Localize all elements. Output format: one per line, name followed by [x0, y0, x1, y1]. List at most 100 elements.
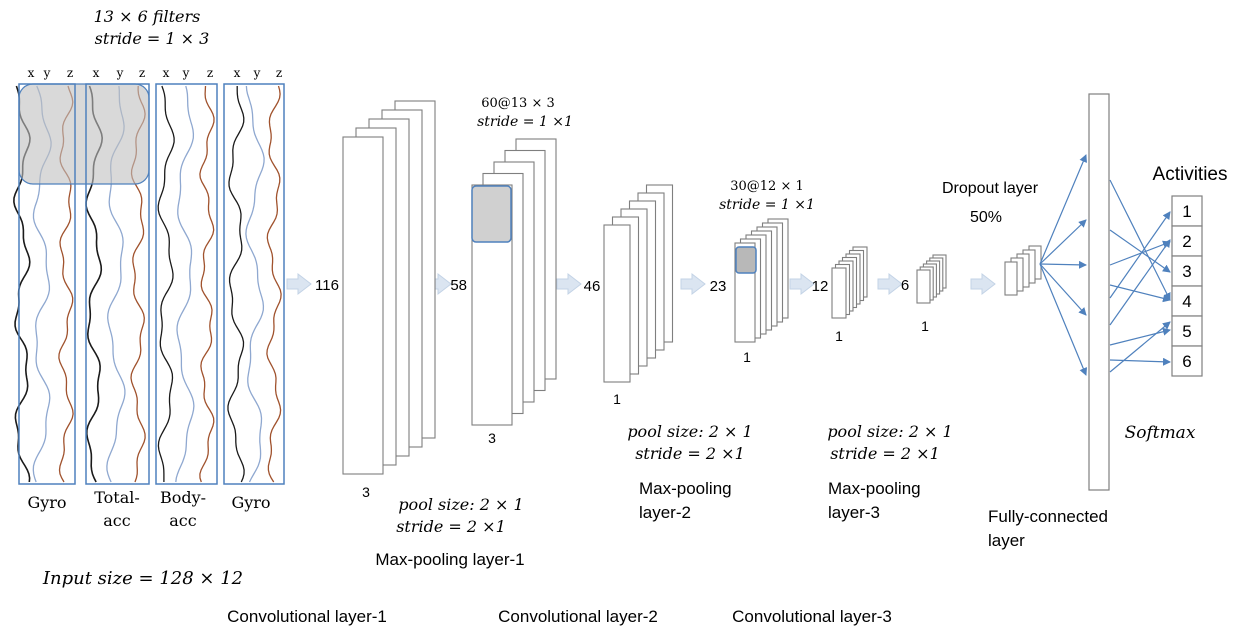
- fc-output-connection: [1109, 284, 1171, 303]
- axis-label: z: [139, 66, 145, 80]
- pool2-feature-map: [603, 224, 631, 383]
- fc-output-connection: [1109, 239, 1171, 326]
- fc-output-connection: [1109, 321, 1171, 373]
- sensor-waveform: [245, 85, 265, 483]
- sensor-group-box-gyro-2: [223, 83, 285, 485]
- pool1-stride-label: stride = 2 ×1: [396, 517, 506, 536]
- pool3-width-label: 1: [835, 328, 843, 344]
- conv2-name: Convolutional layer-2: [498, 607, 658, 626]
- axis-label: z: [276, 66, 282, 80]
- pool2-size-label: pool size: 2 × 1: [627, 422, 752, 441]
- fc-input-connection: [1039, 219, 1087, 265]
- fc-name-1: Fully-connected: [988, 507, 1108, 526]
- conv1-feature-maps: [342, 100, 436, 475]
- sensor-group-box-gyro-1: [18, 83, 76, 485]
- activity-box: [1171, 345, 1203, 377]
- activity-label: 5: [1182, 322, 1191, 341]
- axis-label: y: [182, 66, 190, 80]
- axis-label: y: [43, 66, 51, 80]
- activity-box: [1171, 315, 1203, 347]
- conv1-name: Convolutional layer-1: [227, 607, 387, 626]
- dropout-name: Dropout layer: [942, 180, 1039, 197]
- filter-window-highlight: [18, 83, 150, 185]
- group-label-gyro-1: Gyro: [27, 493, 66, 512]
- conv3-feature-maps: [734, 218, 789, 343]
- pool2-name-1: Max-pooling: [639, 479, 732, 498]
- conv3-name: Convolutional layer-3: [732, 607, 892, 626]
- axis-label: x: [93, 66, 100, 80]
- pool3-name-2: layer-3: [828, 503, 880, 522]
- transition-arrow: [789, 272, 815, 296]
- sensor-waveform: [157, 85, 175, 482]
- activity-label: 3: [1182, 262, 1191, 281]
- pool2-name-2: layer-2: [639, 503, 691, 522]
- group-label-total-acc-2: acc: [103, 511, 131, 530]
- conv1-feature-map: [342, 136, 384, 475]
- pool2-feature-maps: [603, 184, 674, 383]
- axis-label: y: [253, 66, 261, 80]
- conv3-filter-label-1: 30@12 × 1: [730, 179, 804, 194]
- conv1-height-label: 116: [315, 277, 339, 294]
- transition-arrow: [970, 272, 996, 296]
- pool2-height-label: 46: [584, 278, 601, 295]
- conv2-feature-maps: [471, 138, 557, 426]
- conv3-filter-highlight: [735, 246, 757, 274]
- pool1-name: Max-pooling layer-1: [375, 550, 524, 569]
- dropout-input-maps: [916, 254, 947, 304]
- conv2-filter-highlight: [471, 185, 512, 243]
- axis-label: x: [163, 66, 170, 80]
- pool3-name-1: Max-pooling: [828, 479, 921, 498]
- fc-name-2: layer: [988, 531, 1025, 550]
- fc-connections: [1039, 154, 1171, 376]
- conv3-height-label: 23: [710, 278, 727, 295]
- fc-output-connection: [1109, 229, 1171, 273]
- pool3-height-label: 12: [812, 278, 829, 295]
- softmax-label: Softmax: [1125, 423, 1196, 443]
- sensor-group-box-total-acc: [85, 83, 150, 485]
- fc-input-connection: [1039, 263, 1087, 316]
- group-label-body-acc-1: Body-: [160, 488, 206, 507]
- input-size-label: Input size = 128 × 12: [42, 568, 243, 589]
- fc-output-connection: [1109, 327, 1171, 346]
- dropout-width-label: 1: [921, 318, 929, 334]
- conv2-height-label: 58: [450, 277, 467, 294]
- transition-arrow: [877, 272, 903, 296]
- activity-outputs: 1 2 3 4 5 6: [1171, 195, 1203, 377]
- fc-input-connection: [1039, 154, 1087, 265]
- activity-label: 2: [1182, 232, 1191, 251]
- transition-arrow: [556, 272, 582, 296]
- activity-label: 4: [1182, 292, 1191, 311]
- transition-arrows: [286, 272, 996, 296]
- flattened-vector: [1004, 245, 1042, 296]
- dropout-rate: 50%: [970, 209, 1002, 226]
- group-label-gyro-2: Gyro: [231, 493, 270, 512]
- sensor-waveform: [227, 86, 245, 483]
- pool3-size-label: pool size: 2 × 1: [827, 422, 952, 441]
- sensor-waveform: [199, 85, 215, 483]
- input-filter-label-1: 13 × 6 filters: [94, 7, 201, 26]
- dropout-height-label: 6: [901, 277, 909, 294]
- transition-arrow: [680, 272, 706, 296]
- sensor-waveform: [266, 85, 282, 483]
- pool3-feature-maps: [831, 246, 868, 319]
- pool2-stride-label: stride = 2 ×1: [635, 444, 745, 463]
- fc-input-connection: [1039, 263, 1088, 376]
- activity-box: [1171, 225, 1203, 257]
- sensor-waveform: [175, 85, 195, 483]
- pool3-stride-label: stride = 2 ×1: [830, 444, 940, 463]
- axis-label: y: [116, 66, 124, 80]
- group-label-total-acc-1: Total-: [94, 488, 140, 507]
- transition-arrow: [286, 272, 312, 296]
- pool2-width-label: 1: [613, 391, 621, 407]
- input-filter-label-2: stride = 1 × 3: [95, 29, 210, 48]
- sensor-group-box-body-acc: [155, 83, 218, 485]
- pool1-size-label: pool size: 2 × 1: [398, 495, 523, 514]
- conv1-width-label: 3: [362, 484, 370, 500]
- flattened-unit: [1004, 261, 1018, 296]
- axis-label: x: [28, 66, 35, 80]
- axis-label: z: [67, 66, 73, 80]
- conv2-filter-label-1: 60@13 × 3: [481, 96, 555, 111]
